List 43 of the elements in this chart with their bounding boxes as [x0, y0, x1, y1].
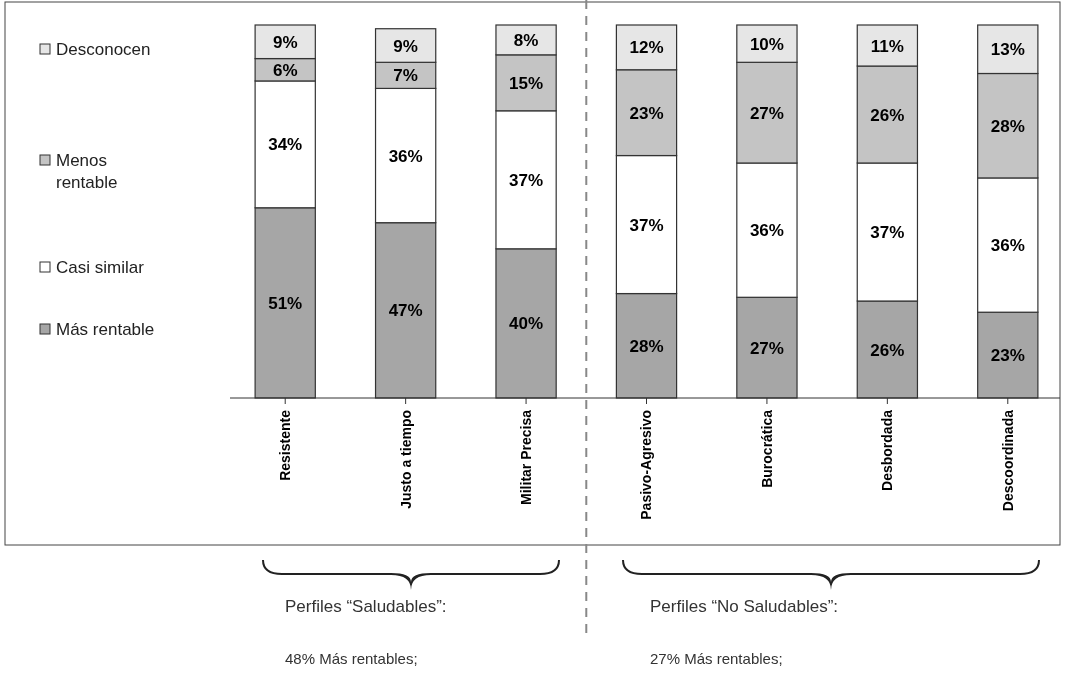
- data-label: 51%: [268, 293, 303, 313]
- data-label: 15%: [509, 73, 544, 93]
- data-label: 9%: [393, 36, 418, 56]
- x-tick-label: Pasivo-Agresivo: [638, 410, 655, 520]
- data-label: 8%: [513, 30, 539, 50]
- x-tick-label: Desbordada: [879, 409, 896, 491]
- data-label: 11%: [870, 36, 904, 56]
- data-label: 37%: [870, 223, 905, 243]
- data-label: 36%: [749, 221, 784, 241]
- data-label: 12%: [629, 38, 664, 58]
- data-label: 27%: [749, 338, 784, 358]
- text: Perfiles “Saludables”:: [285, 597, 447, 616]
- data-label: 26%: [870, 105, 905, 125]
- data-label: 26%: [870, 340, 905, 360]
- data-label: 9%: [272, 32, 298, 52]
- data-label: 10%: [749, 34, 784, 54]
- data-label: 37%: [629, 215, 664, 235]
- data-label: 34%: [268, 135, 303, 155]
- text: 48% Más rentables;: [285, 650, 418, 667]
- text: Perfiles “No Saludables”:: [650, 597, 839, 616]
- text: 27% Más rentables;: [650, 650, 783, 667]
- data-label: 6%: [272, 60, 298, 80]
- data-label: 37%: [509, 170, 544, 190]
- x-tick-label: Burocrática: [758, 409, 775, 488]
- x-tick-label: Resistente: [277, 409, 294, 481]
- x-tick-label: Descoordinada: [999, 409, 1016, 512]
- data-label: 23%: [990, 346, 1025, 366]
- x-tick-label: Militar Precisa: [517, 409, 534, 505]
- data-label: 7%: [393, 66, 418, 86]
- data-label: 28%: [990, 116, 1025, 136]
- data-label: 13%: [990, 40, 1025, 60]
- legend-label: Desconocen: [56, 40, 151, 59]
- data-label: 28%: [629, 336, 664, 356]
- x-tick-label: Justo a tiempo: [397, 410, 414, 509]
- data-label: 40%: [509, 314, 544, 334]
- data-label: 23%: [629, 103, 664, 123]
- legend-label: Casi similar: [56, 258, 145, 277]
- data-label: 27%: [749, 103, 784, 123]
- data-label: 47%: [388, 301, 423, 321]
- data-label: 36%: [990, 236, 1025, 256]
- data-label: 36%: [388, 146, 423, 166]
- legend-label: Más rentable: [56, 320, 155, 339]
- legend-label: Menos rentable: [56, 151, 118, 192]
